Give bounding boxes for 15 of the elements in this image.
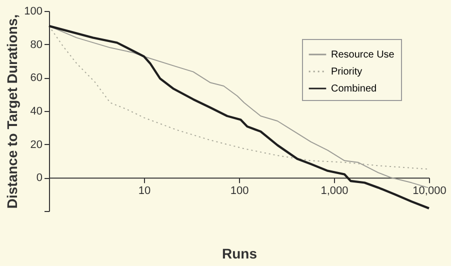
y-axis-title: Distance to Target Durations, [4,14,20,209]
legend-label: Resource Use [331,50,395,60]
y-tick-label: 80 [30,38,42,51]
y-tick-label: 20 [30,138,42,151]
x-tick-label: 10,000 [412,185,446,198]
y-tick-label: 60 [30,72,42,84]
legend-label: Priority [331,66,362,78]
x-tick-label: 10 [138,185,151,198]
y-tick-label: 40 [30,106,42,118]
x-tick-label: 1,000 [320,185,348,198]
y-tick-label: 0 [36,172,42,184]
legend-label: Combined [331,84,377,94]
y-tick-label: 100 [24,6,42,18]
x-axis-title: Runs [222,246,258,262]
x-tick-label: 100 [230,185,249,198]
